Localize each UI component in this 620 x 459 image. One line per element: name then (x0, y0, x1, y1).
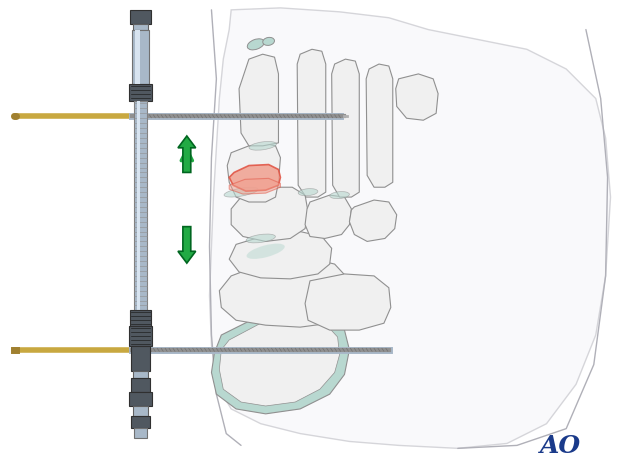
Bar (130, 310, 151, 326)
Bar (130, 10, 151, 24)
Bar (129, 84, 153, 101)
Bar (134, 428, 148, 437)
Polygon shape (366, 64, 393, 187)
Polygon shape (350, 200, 397, 241)
Polygon shape (239, 54, 278, 146)
Polygon shape (332, 59, 359, 197)
Bar (131, 378, 151, 392)
Bar (131, 29, 149, 84)
Bar (131, 416, 151, 428)
Bar (129, 326, 153, 346)
Ellipse shape (298, 189, 318, 196)
Ellipse shape (249, 141, 277, 150)
Polygon shape (297, 49, 326, 197)
Polygon shape (305, 195, 352, 239)
Ellipse shape (247, 39, 264, 50)
Ellipse shape (330, 191, 350, 199)
Bar (133, 24, 148, 29)
Ellipse shape (247, 244, 285, 259)
Polygon shape (229, 179, 280, 194)
Text: AO: AO (540, 433, 581, 458)
Polygon shape (210, 8, 611, 448)
FancyArrow shape (178, 136, 196, 173)
Bar (137, 101, 140, 325)
Bar (129, 392, 153, 406)
Bar (134, 101, 148, 325)
Polygon shape (396, 74, 438, 120)
Polygon shape (219, 318, 340, 406)
FancyArrow shape (178, 227, 196, 263)
Polygon shape (229, 165, 280, 191)
Polygon shape (211, 310, 350, 414)
Bar (131, 346, 151, 370)
Polygon shape (227, 143, 280, 202)
Bar (133, 370, 148, 378)
Bar (135, 29, 140, 84)
Polygon shape (231, 187, 308, 241)
Polygon shape (229, 231, 332, 279)
Ellipse shape (224, 187, 258, 197)
Polygon shape (219, 258, 350, 327)
Ellipse shape (246, 234, 275, 243)
Ellipse shape (263, 37, 275, 45)
Polygon shape (305, 274, 391, 330)
Bar (133, 406, 148, 416)
